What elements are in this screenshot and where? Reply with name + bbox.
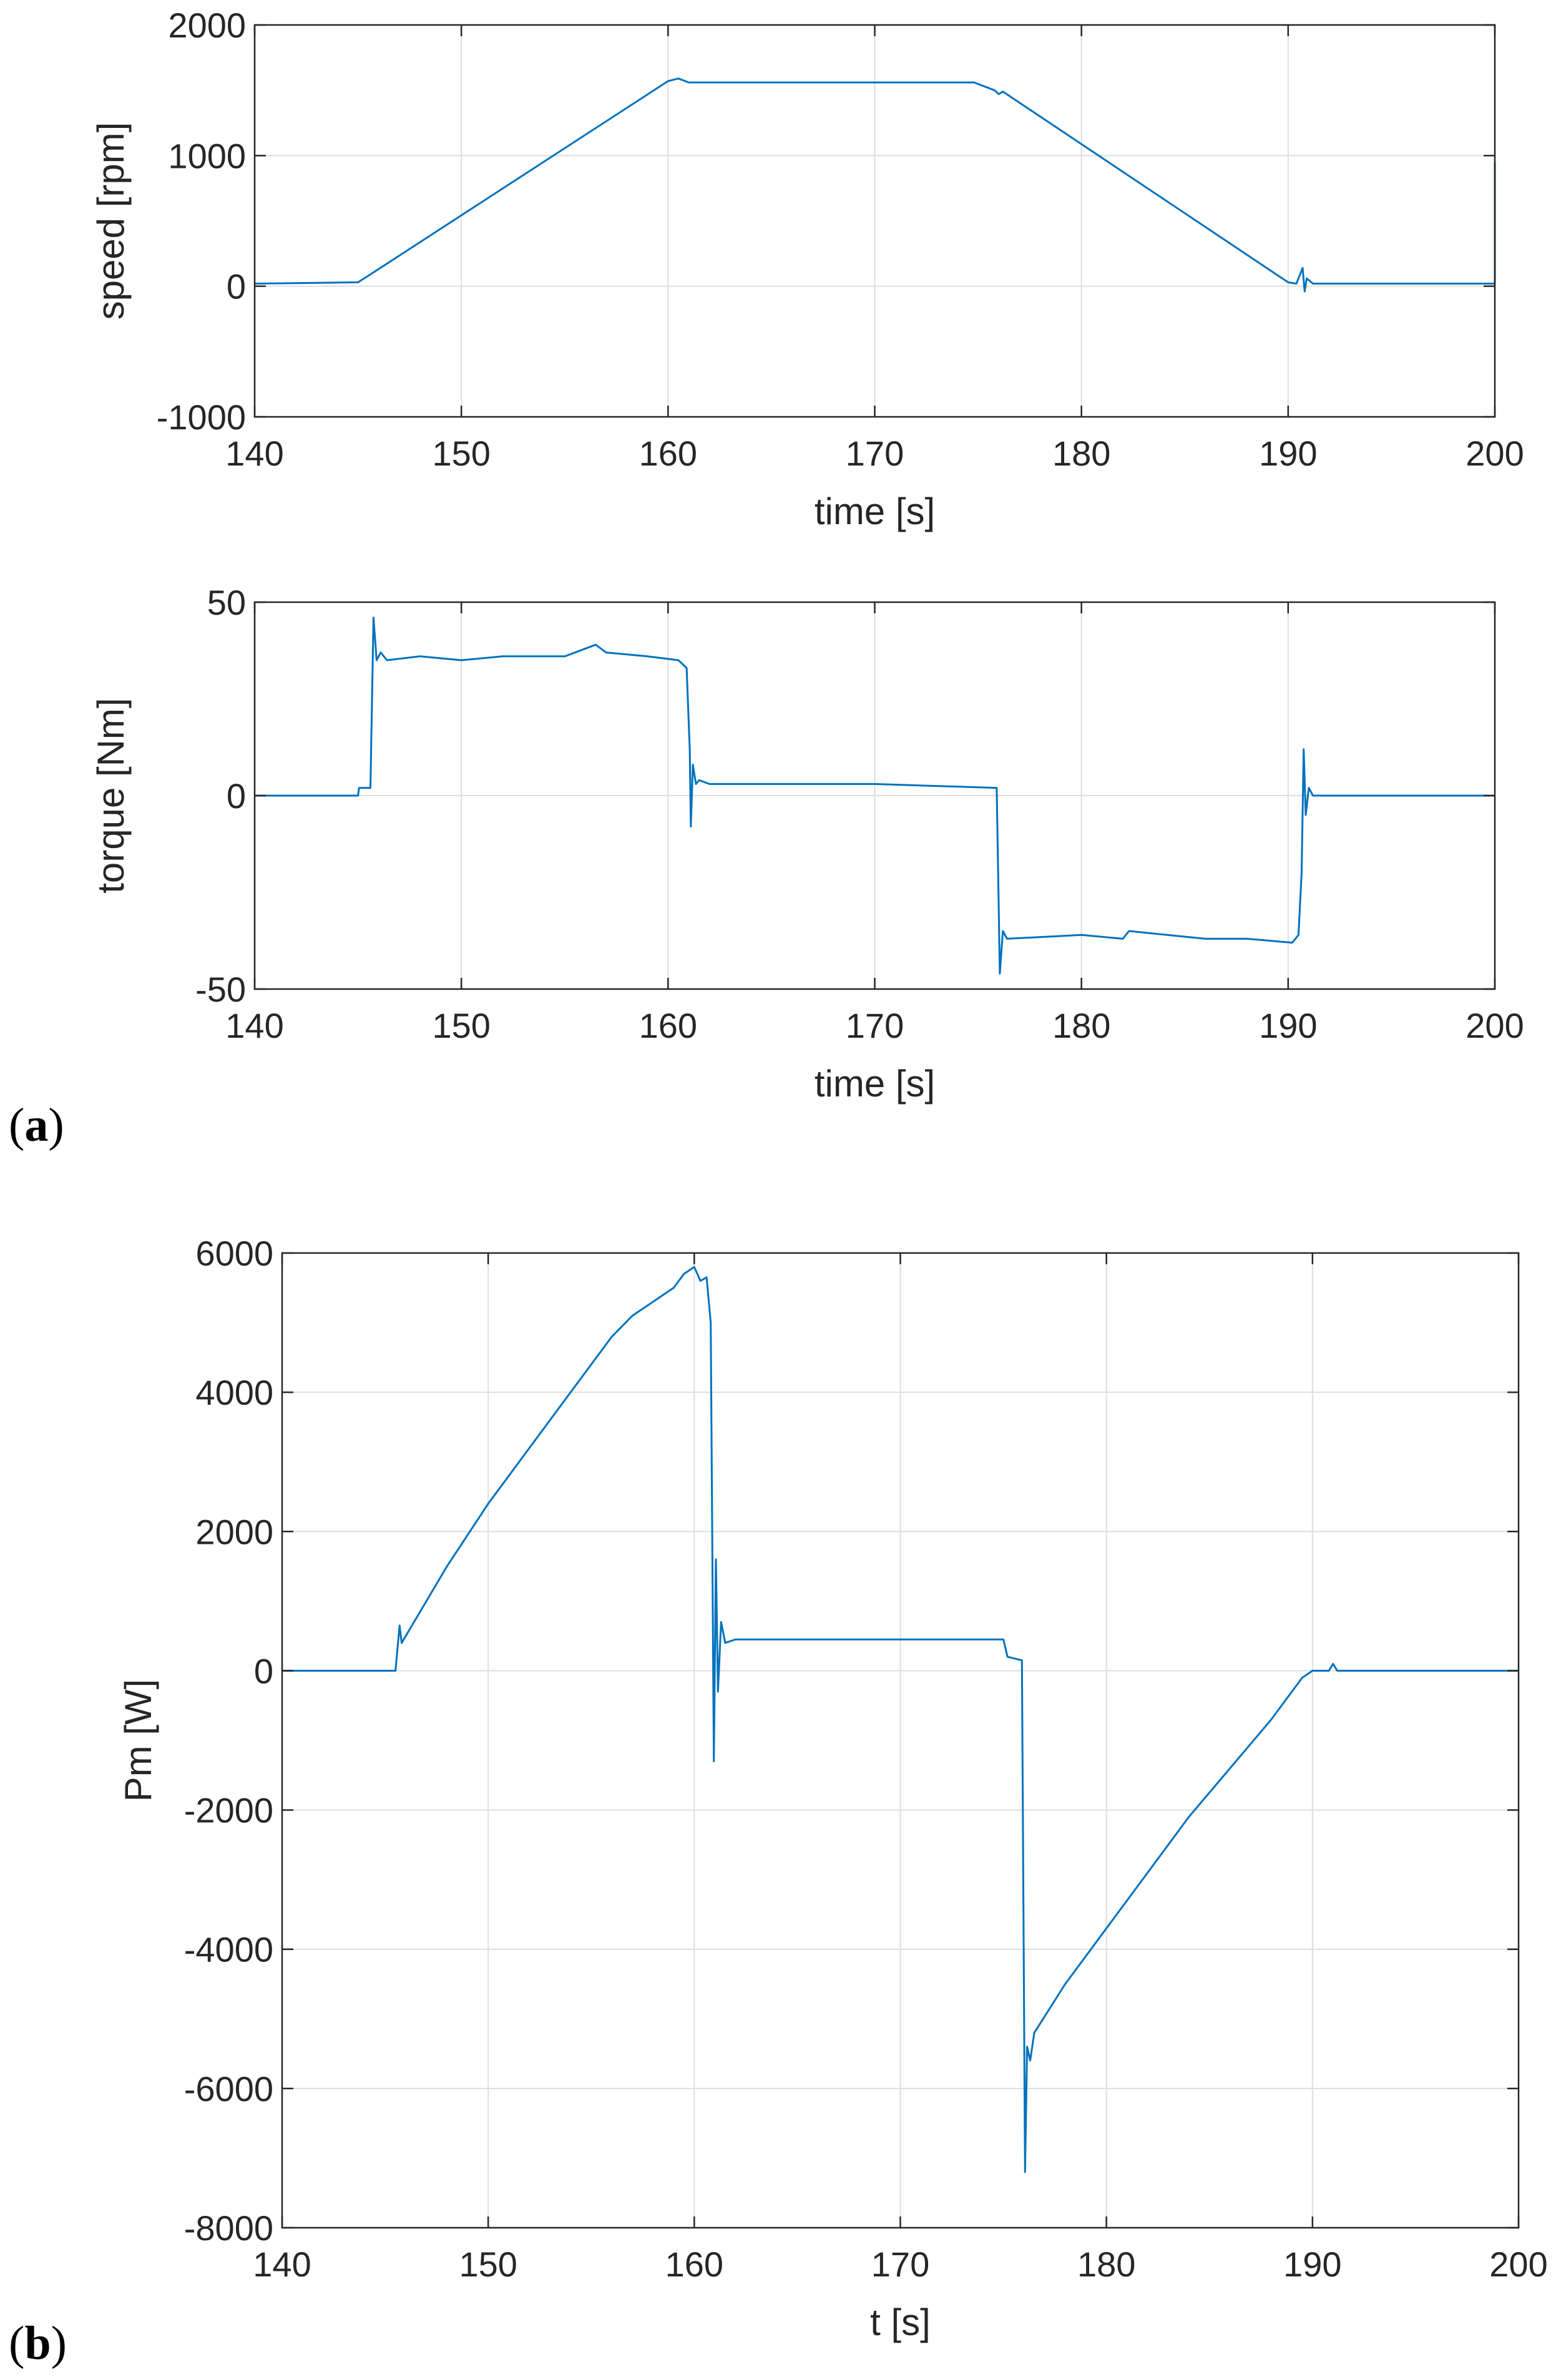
- x-axis-label: time [s]: [815, 490, 935, 532]
- x-tick-label: 180: [1077, 2245, 1135, 2284]
- x-tick-label: 190: [1259, 434, 1317, 473]
- x-tick-label: 150: [432, 1006, 490, 1045]
- x-tick-label: 140: [225, 1006, 283, 1045]
- y-axis-label: torque [Nm]: [90, 698, 132, 893]
- y-tick-label: 0: [227, 776, 246, 816]
- x-tick-label: 190: [1259, 1006, 1317, 1045]
- x-tick-label: 170: [846, 1006, 904, 1045]
- x-tick-label: 160: [665, 2245, 723, 2284]
- panel-label-a: (a): [9, 1099, 64, 1151]
- y-tick-label: 2000: [168, 6, 246, 45]
- y-tick-label: 4000: [195, 1373, 273, 1412]
- chart-3: 140 150 160 170 180 190 200 -8000 -6000 -4000 -200…: [117, 1234, 1548, 2343]
- x-tick-label: 160: [639, 434, 697, 473]
- x-tick-label: 190: [1283, 2245, 1341, 2284]
- x-tick-label: 160: [639, 1006, 697, 1045]
- x-tick-label: 180: [1052, 1006, 1110, 1045]
- x-axis-label: t [s]: [870, 2301, 931, 2343]
- y-tick-label: 0: [227, 267, 246, 306]
- y-tick-label: 6000: [195, 1234, 273, 1273]
- y-tick-label: -4000: [184, 1930, 273, 1969]
- y-axis-label: Pm [W]: [117, 1679, 159, 1802]
- y-tick-label: 1000: [168, 136, 246, 175]
- x-tick-label: 180: [1052, 434, 1110, 473]
- panel-label-b: (b): [9, 2317, 67, 2369]
- y-tick-label: -6000: [184, 2069, 273, 2109]
- y-tick-label: -8000: [184, 2208, 273, 2248]
- x-tick-label: 200: [1466, 1006, 1524, 1045]
- series-line-pm: [282, 1266, 1519, 2173]
- series-line-torque: [255, 617, 1495, 975]
- y-axis-label: speed [rpm]: [90, 122, 132, 320]
- x-tick-label: 200: [1466, 434, 1524, 473]
- x-tick-label: 150: [432, 434, 490, 473]
- x-tick-label: 200: [1489, 2245, 1547, 2284]
- x-tick-label: 140: [253, 2245, 311, 2284]
- y-tick-label: -50: [195, 970, 246, 1009]
- y-tick-label: 2000: [195, 1512, 273, 1551]
- chart-1: 140 150 160 170 180 190 200 -1000 0 1000 2000 time …: [90, 6, 1524, 532]
- x-axis-label: time [s]: [815, 1063, 935, 1105]
- y-tick-label: 50: [207, 583, 246, 622]
- y-tick-label: 0: [254, 1651, 273, 1690]
- y-tick-label: -1000: [157, 397, 246, 437]
- y-tick-label: -2000: [184, 1791, 273, 1830]
- x-tick-label: 170: [846, 434, 904, 473]
- x-tick-label: 140: [225, 434, 283, 473]
- chart-2: 140 150 160 170 180 190 200 -50 0 50 time [s] torqu…: [90, 583, 1524, 1105]
- x-tick-label: 170: [871, 2245, 929, 2284]
- series-line-speed: [254, 77, 1496, 293]
- x-tick-label: 150: [459, 2245, 517, 2284]
